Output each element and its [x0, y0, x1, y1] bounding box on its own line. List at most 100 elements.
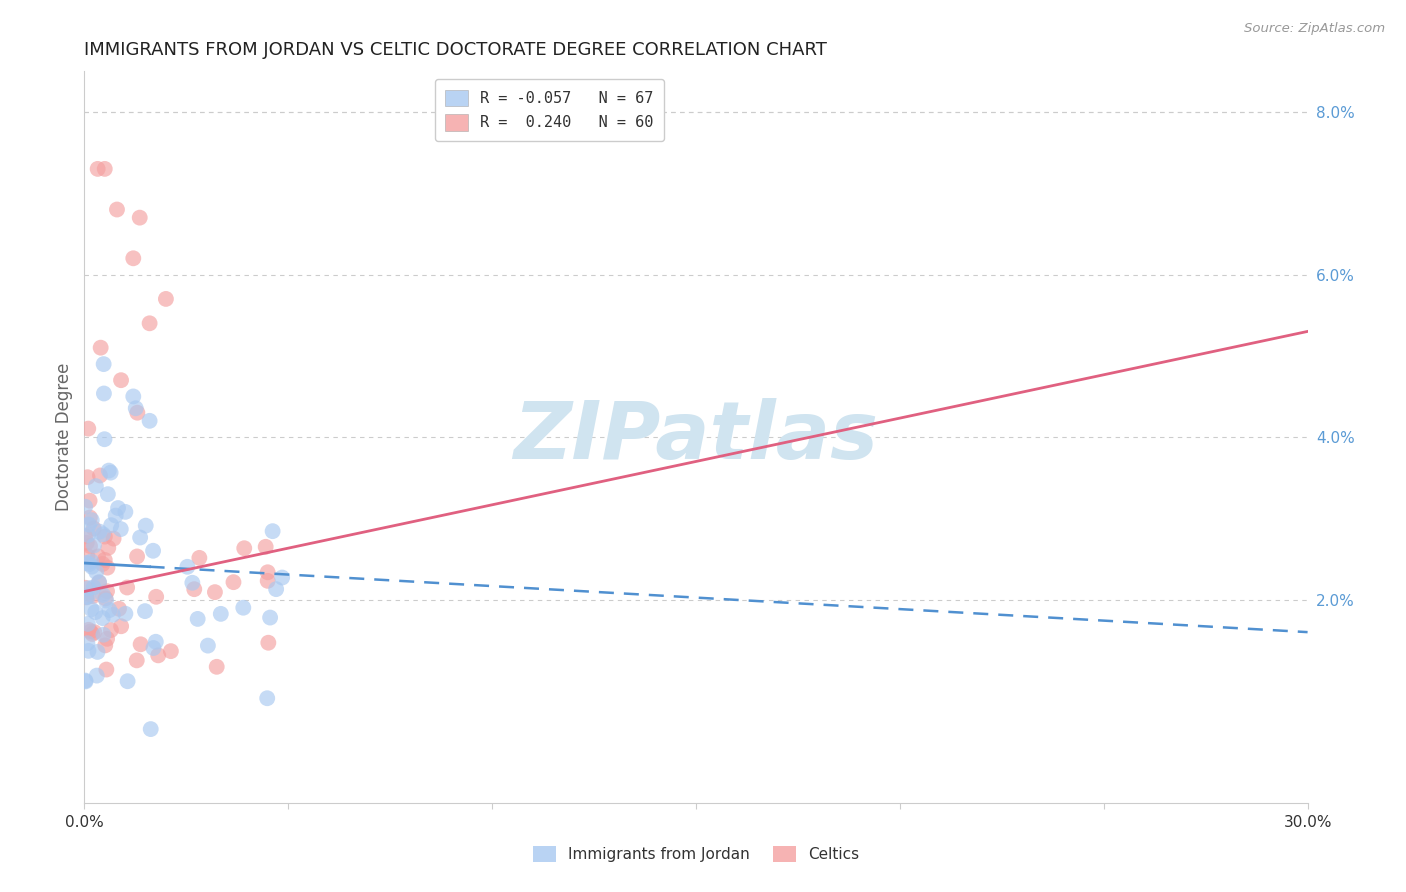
Point: [80, 513, 103, 527]
Legend: Immigrants from Jordan, Celtics: Immigrants from Jordan, Celtics: [527, 839, 865, 868]
Point: [117, 674, 139, 689]
Point: [79, 539, 101, 553]
Point: [100, 623, 122, 637]
Point: [75, 529, 97, 543]
Point: [233, 541, 256, 556]
Point: [101, 607, 124, 622]
Point: [97, 487, 120, 501]
Point: [94, 638, 117, 652]
Point: [134, 604, 156, 618]
Point: [259, 610, 281, 624]
Point: [91, 611, 114, 625]
Point: [222, 575, 245, 590]
Point: [77, 517, 100, 532]
Point: [75, 673, 97, 688]
Point: [75, 556, 97, 570]
Point: [176, 559, 198, 574]
Point: [142, 640, 165, 655]
Point: [75, 581, 97, 595]
Point: [94, 530, 117, 544]
Point: [129, 637, 152, 651]
Point: [86, 668, 108, 682]
Point: [114, 607, 136, 621]
Point: [145, 634, 167, 648]
Point: [138, 316, 160, 330]
Point: [135, 518, 157, 533]
Point: [145, 590, 167, 604]
Point: [83, 522, 105, 536]
Point: [87, 549, 110, 564]
Point: [96, 560, 118, 574]
Point: [96, 663, 118, 677]
Point: [254, 540, 277, 554]
Point: [84, 479, 107, 493]
Point: [232, 600, 254, 615]
Point: [96, 584, 118, 599]
Point: [84, 565, 107, 579]
Point: [197, 639, 219, 653]
Point: [93, 432, 115, 446]
Point: [89, 468, 111, 483]
Point: [91, 588, 114, 602]
Point: [84, 605, 107, 619]
Point: [110, 522, 132, 536]
Point: [93, 628, 115, 642]
Point: [79, 510, 101, 524]
Point: [94, 593, 117, 607]
Point: [75, 674, 97, 689]
Point: [142, 543, 165, 558]
Point: [138, 414, 160, 428]
Point: [122, 389, 145, 403]
Point: [122, 252, 145, 266]
Point: [204, 585, 226, 599]
Point: [105, 202, 128, 217]
Point: [82, 589, 104, 603]
Point: [83, 580, 105, 594]
Point: [264, 582, 287, 596]
Point: [256, 691, 278, 706]
Point: [77, 644, 100, 658]
Point: [114, 505, 136, 519]
Point: [76, 549, 98, 563]
Point: [76, 470, 98, 484]
Point: [127, 406, 149, 420]
Point: [100, 518, 122, 533]
Point: [205, 660, 228, 674]
Point: [139, 722, 162, 736]
Point: [80, 554, 103, 568]
Point: [256, 574, 278, 588]
Y-axis label: Doctorate Degree: Doctorate Degree: [55, 363, 73, 511]
Text: ZIPatlas: ZIPatlas: [513, 398, 879, 476]
Point: [79, 493, 101, 508]
Point: [100, 466, 122, 480]
Point: [90, 341, 112, 355]
Point: [257, 636, 280, 650]
Point: [86, 645, 108, 659]
Point: [79, 624, 101, 639]
Point: [86, 161, 108, 176]
Point: [104, 508, 127, 523]
Point: [93, 386, 115, 401]
Point: [93, 161, 115, 176]
Point: [77, 623, 100, 637]
Point: [76, 590, 98, 604]
Point: [94, 591, 117, 606]
Point: [125, 401, 148, 416]
Text: Source: ZipAtlas.com: Source: ZipAtlas.com: [1244, 22, 1385, 36]
Point: [93, 357, 115, 371]
Point: [271, 570, 294, 584]
Point: [96, 632, 118, 646]
Point: [155, 292, 177, 306]
Point: [80, 602, 103, 616]
Point: [108, 601, 131, 615]
Point: [97, 464, 120, 478]
Text: IMMIGRANTS FROM JORDAN VS CELTIC DOCTORATE DEGREE CORRELATION CHART: IMMIGRANTS FROM JORDAN VS CELTIC DOCTORA…: [84, 41, 827, 59]
Point: [91, 527, 114, 541]
Point: [262, 524, 284, 538]
Point: [77, 422, 100, 436]
Point: [94, 553, 117, 567]
Point: [87, 575, 110, 590]
Point: [77, 582, 100, 596]
Point: [75, 591, 97, 605]
Point: [110, 619, 132, 633]
